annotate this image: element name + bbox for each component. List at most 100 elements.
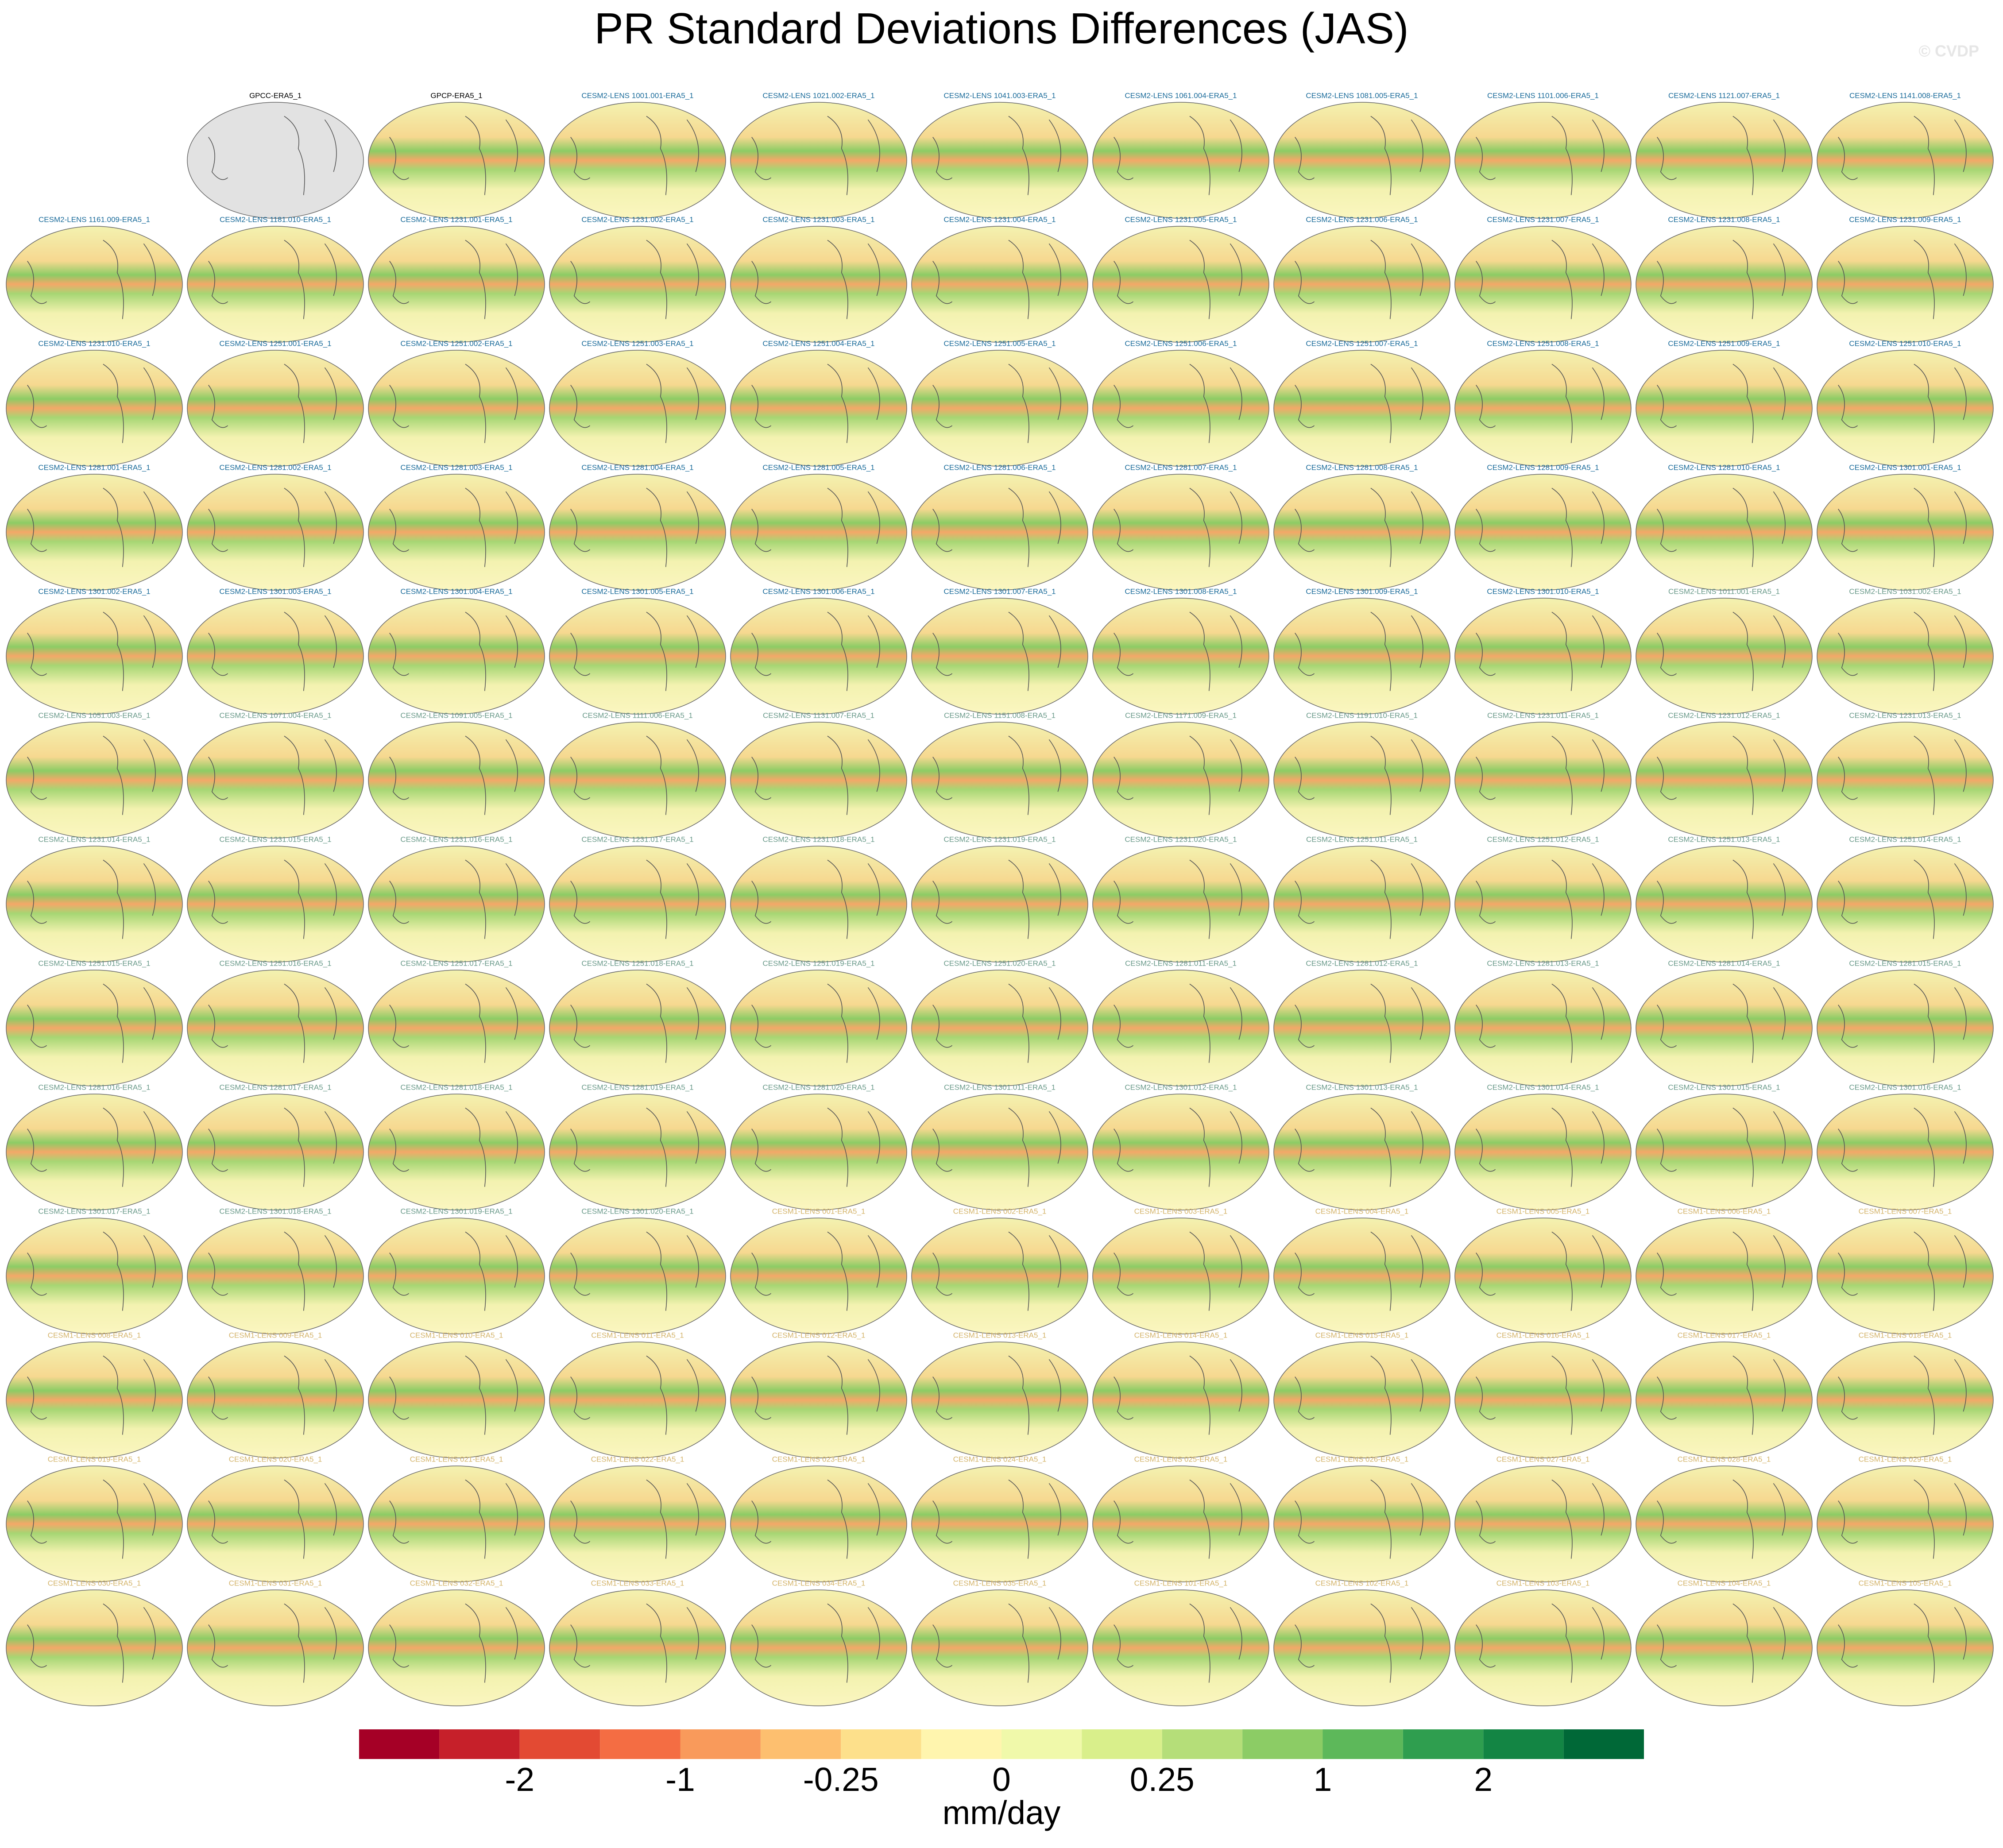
map [1273, 226, 1450, 343]
coastline [570, 859, 699, 939]
map [1636, 1589, 1813, 1706]
coastline [389, 240, 518, 319]
coastline [751, 116, 880, 195]
map-panel: CESM2-LENS 1281.004-ERA5_1 [549, 463, 726, 591]
panel-title: CESM2-LENS 1301.013-ERA5_1 [1306, 1083, 1418, 1091]
map-panel: CESM2-LENS 1251.011-ERA5_1 [1273, 835, 1450, 963]
map [368, 1589, 545, 1706]
map [1817, 722, 1994, 839]
coastline [1114, 1231, 1242, 1311]
coastline [27, 363, 156, 443]
coastline [1114, 116, 1242, 195]
coastline [389, 1479, 518, 1559]
map [1636, 102, 1813, 219]
panel-title: CESM1-LENS 023-ERA5_1 [772, 1455, 866, 1463]
map-panel: CESM1-LENS 104-ERA5_1 [1636, 1579, 1813, 1706]
panel-title: CESM2-LENS 1231.011-ERA5_1 [1487, 711, 1599, 719]
map [1454, 722, 1632, 839]
map-panel: CESM2-LENS 1001.001-ERA5_1 [549, 91, 726, 219]
map [1817, 1342, 1994, 1458]
coastline [1295, 487, 1423, 567]
panel-title: CESM1-LENS 019-ERA5_1 [48, 1455, 141, 1463]
map-panel: CESM2-LENS 1231.019-ERA5_1 [911, 835, 1088, 963]
map-panel: CESM2-LENS 1251.001-ERA5_1 [187, 339, 364, 467]
coastline [570, 1603, 699, 1683]
map [549, 970, 726, 1086]
colorbar-box [439, 1729, 520, 1759]
coastline [208, 1479, 337, 1559]
panel-title: CESM2-LENS 1301.007-ERA5_1 [943, 587, 1056, 595]
coastline [208, 1107, 337, 1187]
map-panel: CESM2-LENS 1251.015-ERA5_1 [6, 959, 183, 1086]
panel-title: CESM2-LENS 1231.017-ERA5_1 [581, 835, 693, 843]
panel-title: CESM2-LENS 1151.008-ERA5_1 [944, 711, 1056, 719]
map [911, 1589, 1088, 1706]
map-panel: CESM2-LENS 1141.008-ERA5_1 [1817, 91, 1994, 219]
coastline [389, 487, 518, 567]
map [730, 1218, 907, 1334]
map-panel: CESM2-LENS 1231.008-ERA5_1 [1636, 215, 1813, 343]
map [730, 846, 907, 963]
map-panel: CESM2-LENS 1301.007-ERA5_1 [911, 587, 1088, 715]
panel-title: CESM2-LENS 1091.005-ERA5_1 [400, 711, 512, 719]
map [911, 226, 1088, 343]
panel-title: CESM1-LENS 035-ERA5_1 [953, 1579, 1047, 1587]
panel-title: CESM2-LENS 1251.019-ERA5_1 [762, 959, 874, 967]
coastline [208, 735, 337, 815]
map [1817, 1465, 1994, 1582]
coastline [208, 1355, 337, 1435]
panel-title: CESM2-LENS 1281.007-ERA5_1 [1125, 463, 1237, 472]
coastline [389, 1231, 518, 1311]
map [187, 1342, 364, 1458]
map [1636, 598, 1813, 715]
coastline [1838, 240, 1967, 319]
panel-title: CESM2-LENS 1281.002-ERA5_1 [219, 463, 331, 472]
map-panel: CESM1-LENS 002-ERA5_1 [911, 1207, 1088, 1334]
map [368, 846, 545, 963]
panel-title: CESM1-LENS 104-ERA5_1 [1678, 1579, 1771, 1587]
map [187, 226, 364, 343]
map [187, 102, 364, 219]
chart-title: PR Standard Deviations Differences (JAS) [594, 4, 1408, 53]
coastline [27, 611, 156, 691]
colorbar-box [680, 1729, 761, 1759]
panel-title: CESM2-LENS 1301.001-ERA5_1 [1849, 463, 1961, 472]
map-panel: CESM2-LENS 1171.009-ERA5_1 [1092, 711, 1269, 839]
coastline [1114, 1603, 1242, 1683]
map [1454, 846, 1632, 963]
map-panel: CESM2-LENS 1021.002-ERA5_1 [730, 91, 907, 219]
panel-title: CESM2-LENS 1251.009-ERA5_1 [1668, 339, 1780, 348]
panel-title: CESM2-LENS 1251.018-ERA5_1 [581, 959, 693, 967]
map [6, 1218, 183, 1334]
colorbar-box [1563, 1729, 1644, 1759]
map-panel: CESM2-LENS 1011.001-ERA5_1 [1636, 587, 1813, 715]
panel-title: CESM1-LENS 006-ERA5_1 [1678, 1207, 1771, 1215]
map [911, 1094, 1088, 1210]
panel-title: CESM1-LENS 011-ERA5_1 [591, 1331, 684, 1339]
map-panel: CESM2-LENS 1251.003-ERA5_1 [549, 339, 726, 467]
map-panel: CESM2-LENS 1121.007-ERA5_1 [1636, 91, 1813, 219]
map-panel: CESM2-LENS 1301.020-ERA5_1 [549, 1207, 726, 1334]
map [1092, 1094, 1269, 1210]
panel-title: CESM2-LENS 1011.001-ERA5_1 [1668, 587, 1780, 595]
map-panel: CESM2-LENS 1281.018-ERA5_1 [368, 1083, 545, 1210]
map [1454, 226, 1632, 343]
map [1454, 1094, 1632, 1210]
map-panel: GPCP-ERA5_1 [368, 91, 545, 219]
coastline [570, 240, 699, 319]
panel-title: CESM2-LENS 1071.004-ERA5_1 [219, 711, 331, 719]
coastline [932, 1107, 1061, 1187]
coastline [1114, 735, 1242, 815]
map-panel: CESM2-LENS 1231.012-ERA5_1 [1636, 711, 1813, 839]
map [1092, 970, 1269, 1086]
map-panel: CESM2-LENS 1231.013-ERA5_1 [1817, 711, 1994, 839]
panel-title: CESM2-LENS 1281.008-ERA5_1 [1306, 463, 1418, 472]
coastline [1114, 611, 1242, 691]
map [1454, 474, 1632, 591]
map-panel: CESM2-LENS 1251.016-ERA5_1 [187, 959, 364, 1086]
map-panel: CESM2-LENS 1251.010-ERA5_1 [1817, 339, 1994, 467]
panel-title: CESM2-LENS 1301.006-ERA5_1 [762, 587, 874, 595]
panel-title: CESM2-LENS 1301.010-ERA5_1 [1487, 587, 1599, 595]
map [1454, 1342, 1632, 1458]
